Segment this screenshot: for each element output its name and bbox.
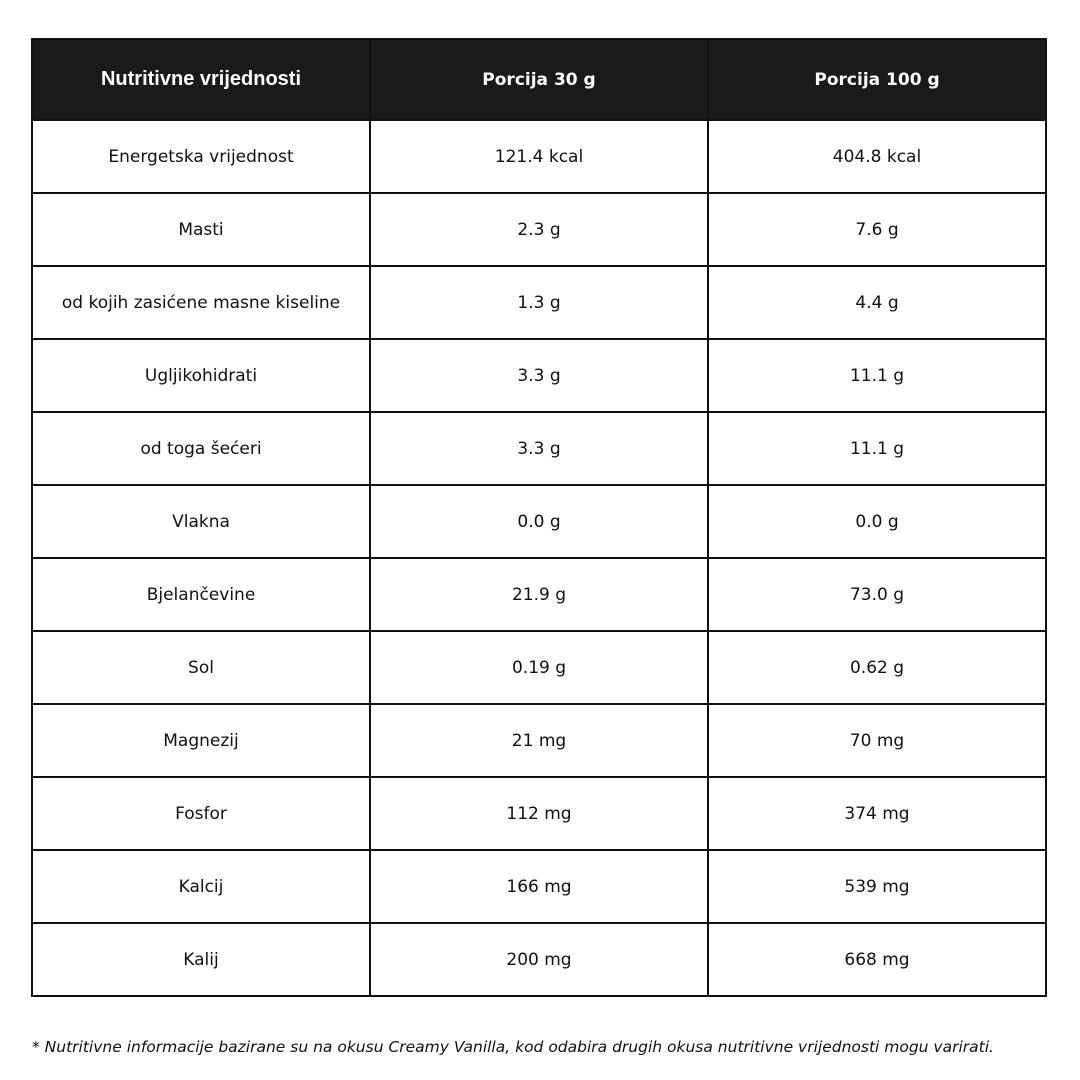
portion-30g-cell: 1.3 g <box>369 265 709 340</box>
portion-100g-cell: 70 mg <box>707 703 1047 778</box>
portion-100g-cell: 374 mg <box>707 776 1047 851</box>
nutrient-cell: Sol <box>31 630 371 705</box>
table-row: Magnezij 21 mg 70 mg <box>31 703 1047 778</box>
table-row: Vlakna 0.0 g 0.0 g <box>31 484 1047 559</box>
nutrient-cell: Ugljikohidrati <box>31 338 371 413</box>
portion-100g-cell: 7.6 g <box>707 192 1047 267</box>
table-row: Energetska vrijednost 121.4 kcal 404.8 kca… <box>31 119 1047 194</box>
nutrient-cell: Masti <box>31 192 371 267</box>
portion-30g-cell: 166 mg <box>369 849 709 924</box>
nutrient-cell: Magnezij <box>31 703 371 778</box>
portion-30g-cell: 2.3 g <box>369 192 709 267</box>
table-header-row: Nutritivne vrijednosti Porcija 30 g Porc… <box>31 38 1047 121</box>
footnote: * Nutritivne informacije bazirane su na … <box>32 1038 994 1056</box>
nutrient-cell: Vlakna <box>31 484 371 559</box>
portion-30g-cell: 0.0 g <box>369 484 709 559</box>
portion-100g-cell: 404.8 kcal <box>707 119 1047 194</box>
portion-30g-cell: 3.3 g <box>369 411 709 486</box>
table-row: Fosfor 112 mg 374 mg <box>31 776 1047 851</box>
nutrient-cell: od toga šećeri <box>31 411 371 486</box>
portion-30g-cell: 0.19 g <box>369 630 709 705</box>
portion-30g-cell: 112 mg <box>369 776 709 851</box>
nutrient-cell: Energetska vrijednost <box>31 119 371 194</box>
nutrient-cell: Fosfor <box>31 776 371 851</box>
portion-30g-cell: 21.9 g <box>369 557 709 632</box>
table-row: od toga šećeri 3.3 g 11.1 g <box>31 411 1047 486</box>
portion-100g-cell: 0.62 g <box>707 630 1047 705</box>
portion-30g-cell: 21 mg <box>369 703 709 778</box>
portion-100g-cell: 0.0 g <box>707 484 1047 559</box>
header-portion-30g: Porcija 30 g <box>369 38 709 121</box>
nutrient-cell: Kalcij <box>31 849 371 924</box>
nutrient-cell: Kalij <box>31 922 371 997</box>
portion-100g-cell: 11.1 g <box>707 338 1047 413</box>
table-row: Ugljikohidrati 3.3 g 11.1 g <box>31 338 1047 413</box>
nutrient-cell: Bjelančevine <box>31 557 371 632</box>
portion-30g-cell: 3.3 g <box>369 338 709 413</box>
table-row: Kalij 200 mg 668 mg <box>31 922 1047 997</box>
table-row: Sol 0.19 g 0.62 g <box>31 630 1047 705</box>
header-portion-100g: Porcija 100 g <box>707 38 1047 121</box>
portion-100g-cell: 539 mg <box>707 849 1047 924</box>
table-row: Masti 2.3 g 7.6 g <box>31 192 1047 267</box>
portion-100g-cell: 668 mg <box>707 922 1047 997</box>
portion-100g-cell: 4.4 g <box>707 265 1047 340</box>
portion-30g-cell: 121.4 kcal <box>369 119 709 194</box>
table-row: od kojih zasićene masne kiseline 1.3 g 4.4… <box>31 265 1047 340</box>
portion-100g-cell: 11.1 g <box>707 411 1047 486</box>
nutrition-table: Nutritivne vrijednosti Porcija 30 g Porc… <box>31 38 1047 997</box>
table-row: Kalcij 166 mg 539 mg <box>31 849 1047 924</box>
portion-100g-cell: 73.0 g <box>707 557 1047 632</box>
nutrient-cell: od kojih zasićene masne kiseline <box>31 265 371 340</box>
portion-30g-cell: 200 mg <box>369 922 709 997</box>
table-row: Bjelančevine 21.9 g 73.0 g <box>31 557 1047 632</box>
header-nutrient: Nutritivne vrijednosti <box>31 38 371 121</box>
